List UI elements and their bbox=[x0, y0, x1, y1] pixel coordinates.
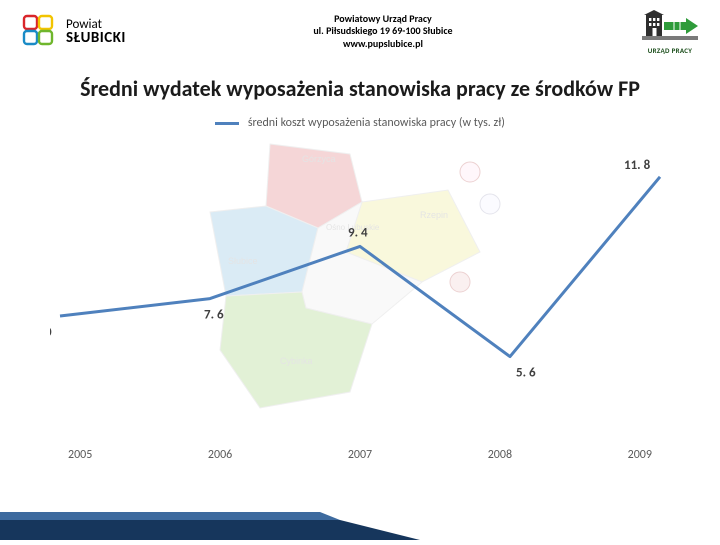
x-axis-tick: 2005 bbox=[68, 448, 92, 462]
x-axis-tick: 2007 bbox=[348, 448, 372, 462]
footer-wedge bbox=[0, 504, 420, 540]
logo-powiat-slubicki: Powiat SŁUBICKI bbox=[20, 12, 126, 52]
data-label: 7. 0 bbox=[50, 325, 52, 340]
chart-line bbox=[60, 177, 660, 357]
legend-swatch bbox=[215, 122, 239, 125]
logo-urzad-pracy: URZĄD PRACY bbox=[640, 8, 700, 55]
data-label: 11. 8 bbox=[624, 158, 651, 173]
legend-label: średni koszt wyposażenia stanowiska prac… bbox=[248, 116, 505, 130]
x-axis-labels: 2005 2006 2007 2008 2009 bbox=[50, 448, 670, 462]
urzad-pracy-caption: URZĄD PRACY bbox=[648, 46, 693, 55]
office-line3: www.pupslubice.pl bbox=[138, 38, 628, 51]
line-chart: 7. 0 7. 6 9. 4 5. 6 11. 8 bbox=[50, 132, 670, 442]
data-label: 7. 6 bbox=[204, 308, 224, 323]
x-axis-tick: 2006 bbox=[208, 448, 232, 462]
header-office-info: Powiatowy Urząd Pracy ul. Piłsudskiego 1… bbox=[138, 13, 628, 51]
office-line2: ul. Piłsudskiego 19 69-100 Słubice bbox=[138, 25, 628, 38]
x-axis-tick: 2009 bbox=[628, 448, 652, 462]
slide-title: Średni wydatek wyposażenia stanowiska pr… bbox=[0, 61, 720, 106]
data-label: 9. 4 bbox=[348, 225, 368, 240]
chart-area: Górzyca Rzepin Słubice Ośno Lubuskie Cyb… bbox=[50, 132, 670, 442]
data-label: 5. 6 bbox=[516, 366, 536, 381]
x-axis-tick: 2008 bbox=[488, 448, 512, 462]
urzad-pracy-icon bbox=[640, 8, 700, 44]
logo-text-line2: SŁUBICKI bbox=[66, 31, 126, 46]
chart-legend: średni koszt wyposażenia stanowiska prac… bbox=[0, 106, 720, 132]
powiat-squares-icon bbox=[20, 12, 60, 52]
